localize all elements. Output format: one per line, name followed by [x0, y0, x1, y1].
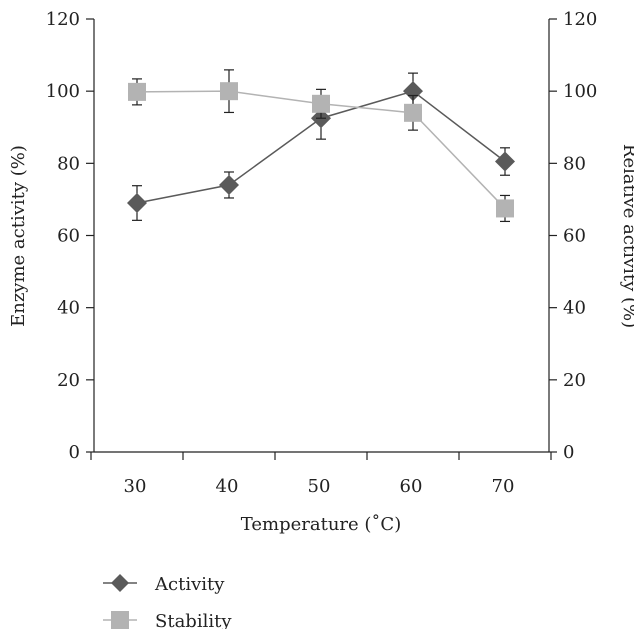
y-tick-label-left: 40: [57, 298, 80, 319]
y-tick-label-right: 20: [563, 370, 586, 391]
legend-stability-label: Stability: [155, 611, 232, 629]
y-tick-label-left: 20: [57, 370, 80, 391]
y-tick-label-right: 120: [563, 9, 597, 30]
legend-item-stability: Stability: [103, 611, 232, 629]
series-stability: [128, 69, 514, 223]
legend-stability-marker: [111, 611, 129, 629]
x-tick-label: 30: [124, 476, 147, 497]
data-point-activity: [219, 174, 239, 195]
x-tick-label: 60: [400, 476, 423, 497]
y-tick-label-right: 40: [563, 298, 586, 319]
series-layer: [127, 69, 515, 223]
y-tick-label-right: 60: [563, 226, 586, 247]
y-axis-label-left: Enzyme activity (%): [8, 145, 29, 327]
x-tick-label: 40: [216, 476, 239, 497]
data-point-activity: [127, 193, 147, 214]
data-point-activity: [403, 81, 423, 102]
y-tick-label-right: 80: [563, 153, 586, 174]
data-point-activity: [495, 151, 515, 172]
data-point-stability: [312, 94, 330, 113]
y-axis-label-right: Relative activity (%): [619, 144, 634, 328]
y-tick-label-left: 120: [46, 9, 80, 30]
x-tick-label: 50: [308, 476, 331, 497]
y-tick-label-left: 60: [57, 226, 80, 247]
y-tick-label-right: 100: [563, 81, 597, 102]
legend-item-activity: Activity: [103, 574, 225, 595]
legend-activity-marker: [111, 574, 129, 592]
x-tick-label: 70: [492, 476, 515, 497]
y-tick-label-left: 100: [46, 81, 80, 102]
legend-activity-label: Activity: [154, 574, 225, 595]
ticks: 0 0 20 20 40 40 60 60 80 80 100 100 120 120 30 40 50 60 70: [46, 9, 598, 497]
x-axis-label: Temperature (˚C): [241, 513, 401, 535]
data-point-stability: [128, 82, 146, 101]
data-point-stability: [220, 82, 238, 101]
data-point-stability: [496, 199, 514, 218]
data-point-stability: [404, 103, 422, 122]
legend: Activity Stability: [103, 574, 232, 629]
axes: [93, 19, 550, 453]
y-tick-label-right: 0: [563, 442, 574, 463]
y-tick-label-left: 0: [69, 442, 80, 463]
y-tick-label-left: 80: [57, 153, 80, 174]
